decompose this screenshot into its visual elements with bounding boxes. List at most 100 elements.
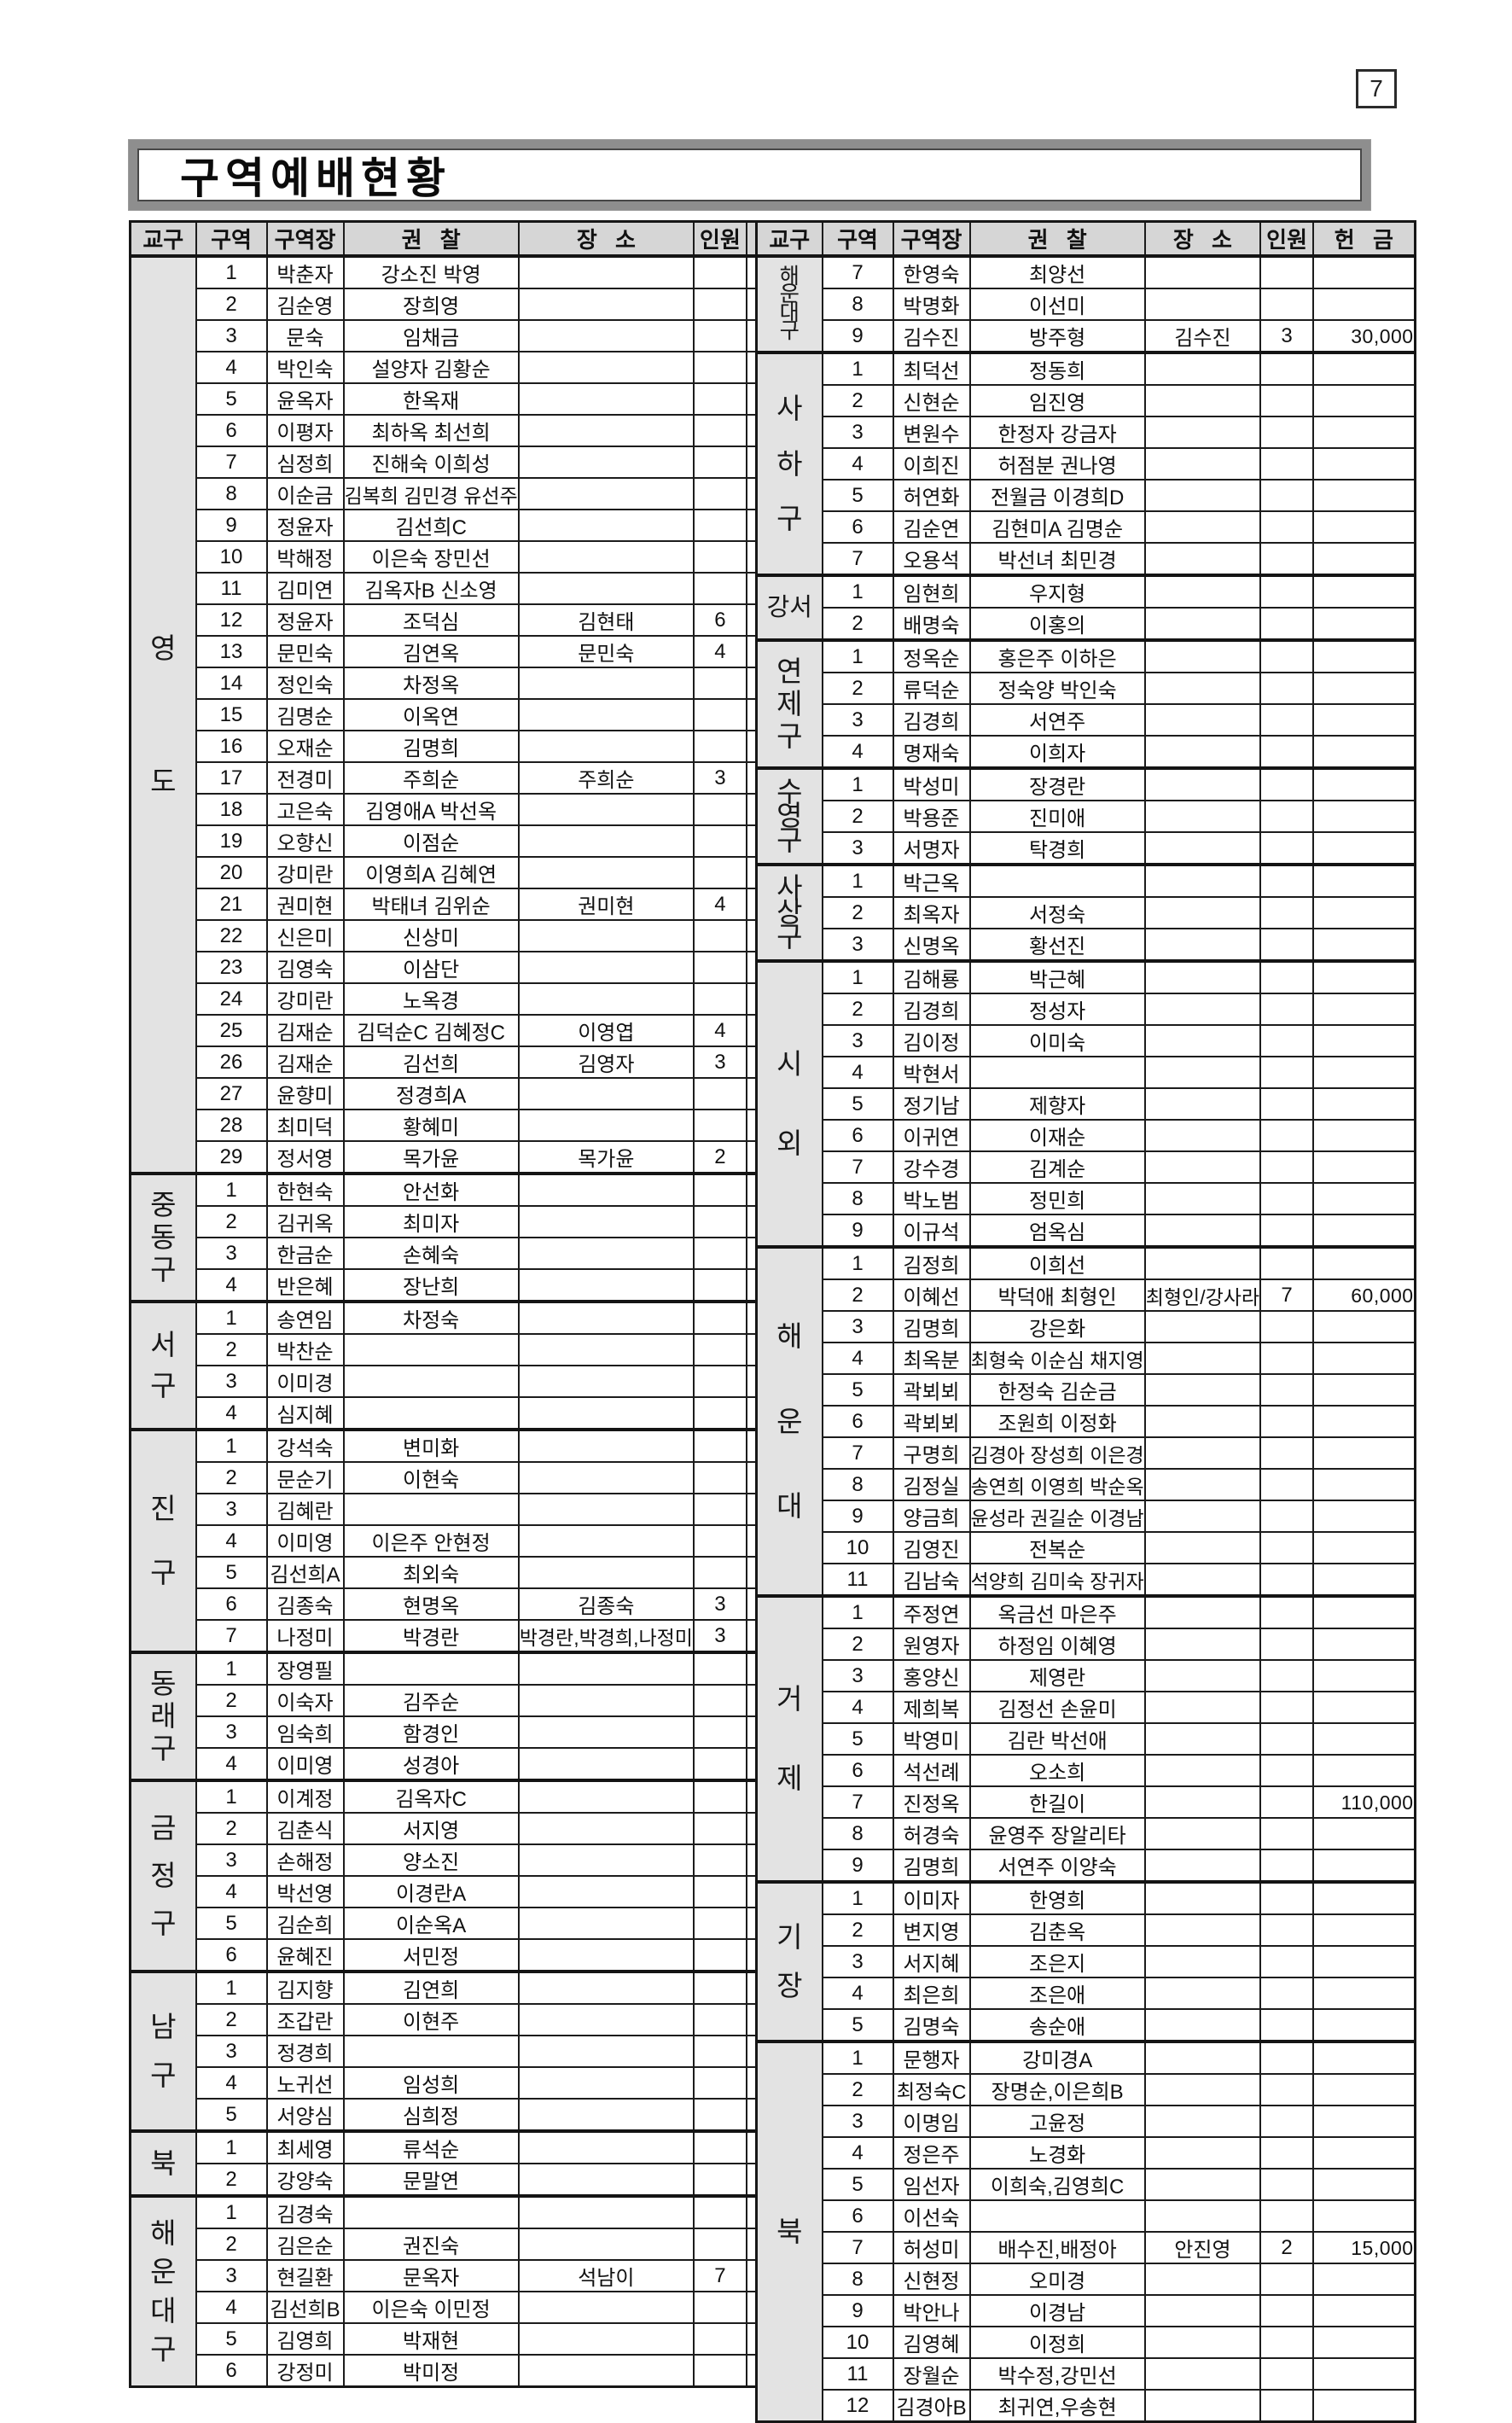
kwonchal-cell: 이은숙 장민선: [342, 540, 520, 574]
kwonchal-cell: 최미자: [342, 1205, 520, 1238]
place-cell: [517, 1237, 695, 1270]
district-leader-cell-text: 최정숙C: [896, 2080, 967, 2103]
kwonchal-cell-text: 황선진: [1028, 935, 1086, 958]
place-cell: [517, 477, 695, 510]
place-cell: [517, 509, 695, 542]
attendance-cell: [1259, 1500, 1315, 1533]
kwonchal-cell-text: 함경인: [402, 1723, 460, 1746]
place-cell-text: 안진영: [1174, 2239, 1231, 2262]
kwonchal-cell-text: 김정선 손윤미: [997, 1698, 1117, 1721]
district-leader-cell: 이미영: [265, 1747, 345, 1781]
kwonchal-cell-text: 이현주: [402, 2011, 460, 2034]
district-number-cell-text: 4: [852, 1981, 864, 2005]
district-leader-cell: 문민숙: [265, 635, 345, 668]
district-leader-cell: 변지영: [892, 1913, 971, 1947]
attendance-cell: [1259, 1754, 1315, 1787]
district-leader-cell-text: 김명순: [276, 706, 334, 729]
district-number-cell: 6: [821, 1405, 894, 1438]
table-row: 6 이평자 최하옥 최선희: [131, 414, 849, 447]
district-leader-cell: 김순희: [265, 1907, 345, 1940]
place-cell: [1143, 1691, 1262, 1724]
kwonchal-cell: 김옥자C: [342, 1779, 520, 1814]
kwonchal-cell-text: 안선화: [402, 1181, 460, 1204]
attendance-cell: [1259, 672, 1315, 705]
attendance-cell: [1259, 1722, 1315, 1756]
kwonchal-cell-text: 박경란: [402, 1627, 460, 1650]
district-leader-cell: 정경희: [265, 2035, 345, 2068]
district-number-cell: 1: [821, 1245, 894, 1280]
district-number-cell: 4: [195, 2066, 268, 2100]
district-number-cell: 9: [821, 1849, 894, 1883]
table-row: 8 박명화 이선미: [757, 288, 1416, 321]
kwonchal-cell-text: 김현미A 김명순: [992, 518, 1124, 541]
offering-cell-text: 110,000: [1340, 1791, 1414, 1814]
attendance-cell: [692, 2098, 747, 2132]
attendance-cell: [1259, 1594, 1315, 1629]
district-number-cell: 3: [821, 703, 894, 737]
district-number-cell-text: 6: [225, 2358, 237, 2382]
column-header: 구역: [195, 220, 268, 258]
district-number-cell: 2: [821, 607, 894, 641]
place-cell: [1143, 1785, 1262, 1819]
district-leader-cell-text: 김춘식: [276, 1820, 334, 1843]
place-cell: [517, 572, 695, 605]
table-row: 6 강정미 박미정: [131, 2354, 849, 2388]
district-number-cell-text: 5: [852, 1727, 864, 1750]
district-leader-cell-text: 이미영: [276, 1532, 334, 1555]
attendance-cell: [1259, 510, 1315, 544]
table-row: 8 허경숙 윤영주 장알리타: [757, 1817, 1416, 1850]
district-number-cell-text: 1: [225, 2135, 237, 2159]
district-leader-cell: 이희진: [892, 447, 971, 481]
attendance-cell: [1259, 735, 1315, 769]
kwonchal-cell: 박선녀 최민경: [968, 542, 1146, 576]
kwonchal-cell-text: 전월금 이경희D: [990, 486, 1125, 510]
attendance-cell: [692, 2035, 747, 2068]
attendance-cell: [692, 667, 747, 700]
district-number-cell: 3: [821, 1024, 894, 1057]
district-leader-cell: 신명옥: [892, 928, 971, 962]
attendance-cell: [692, 1843, 747, 1877]
district-number-cell: 1: [821, 638, 894, 673]
kwonchal-cell-text: 정동희: [1028, 360, 1086, 383]
place-cell: [517, 1205, 695, 1238]
attendance-cell: [1259, 1373, 1315, 1407]
district-leader-cell-text: 구명희: [903, 1444, 960, 1467]
district-number-cell: 15: [195, 698, 268, 731]
district-leader-cell: 서지혜: [892, 1945, 971, 1978]
table-row: 19 오향신 이점순: [131, 824, 849, 858]
place-cell: [1143, 831, 1262, 865]
attendance-cell: [1259, 1945, 1315, 1978]
title-banner: 구역예배현황: [129, 140, 1370, 210]
district-number-cell-text: 4: [852, 1695, 864, 1719]
table-row: 2 김귀옥 최미자: [131, 1205, 849, 1238]
district-number-cell-text: 5: [225, 387, 237, 411]
district-number-cell-text: 28: [219, 1113, 243, 1137]
district-number-cell: 4: [821, 1691, 894, 1724]
kwonchal-cell-text: 이은숙 이민정: [371, 2298, 491, 2321]
attendance-cell: [1259, 896, 1315, 929]
kwonchal-cell: 진해숙 이희성: [342, 446, 520, 479]
table-row: 2 배명숙 이홍의: [757, 607, 1416, 641]
kwonchal-cell: 박태녀 김위순: [342, 888, 520, 921]
attendance-cell: 3: [692, 761, 747, 795]
district-leader-cell-text: 배명숙: [903, 614, 960, 638]
kwonchal-cell: [342, 2035, 520, 2068]
district-number-cell-text: 8: [852, 2267, 864, 2291]
district-number-cell-text: 9: [852, 323, 864, 347]
table-row: 7 심정희 진해숙 이희성: [131, 446, 849, 479]
kwonchal-cell-text: 한옥재: [402, 390, 460, 413]
district-leader-cell-text: 김순연: [903, 518, 960, 541]
kwonchal-cell: [342, 1333, 520, 1366]
kwonchal-cell-text: 이희선: [1028, 1255, 1086, 1278]
attendance-cell: [692, 1077, 747, 1110]
district-leader-cell-text: 김수진: [903, 327, 960, 350]
offering-cell: [1312, 928, 1416, 962]
district-number-cell-text: 3: [225, 1720, 237, 1744]
kwonchal-cell: 김복희 김민경 유선주: [342, 477, 520, 510]
place-cell: [517, 1461, 695, 1494]
district-leader-cell: 강미란: [265, 982, 345, 1016]
district-leader-cell: 이숙자: [265, 1684, 345, 1717]
kwonchal-cell-text: 김복희 김민경 유선주: [344, 484, 518, 507]
district-number-cell-text: 2: [225, 292, 237, 316]
